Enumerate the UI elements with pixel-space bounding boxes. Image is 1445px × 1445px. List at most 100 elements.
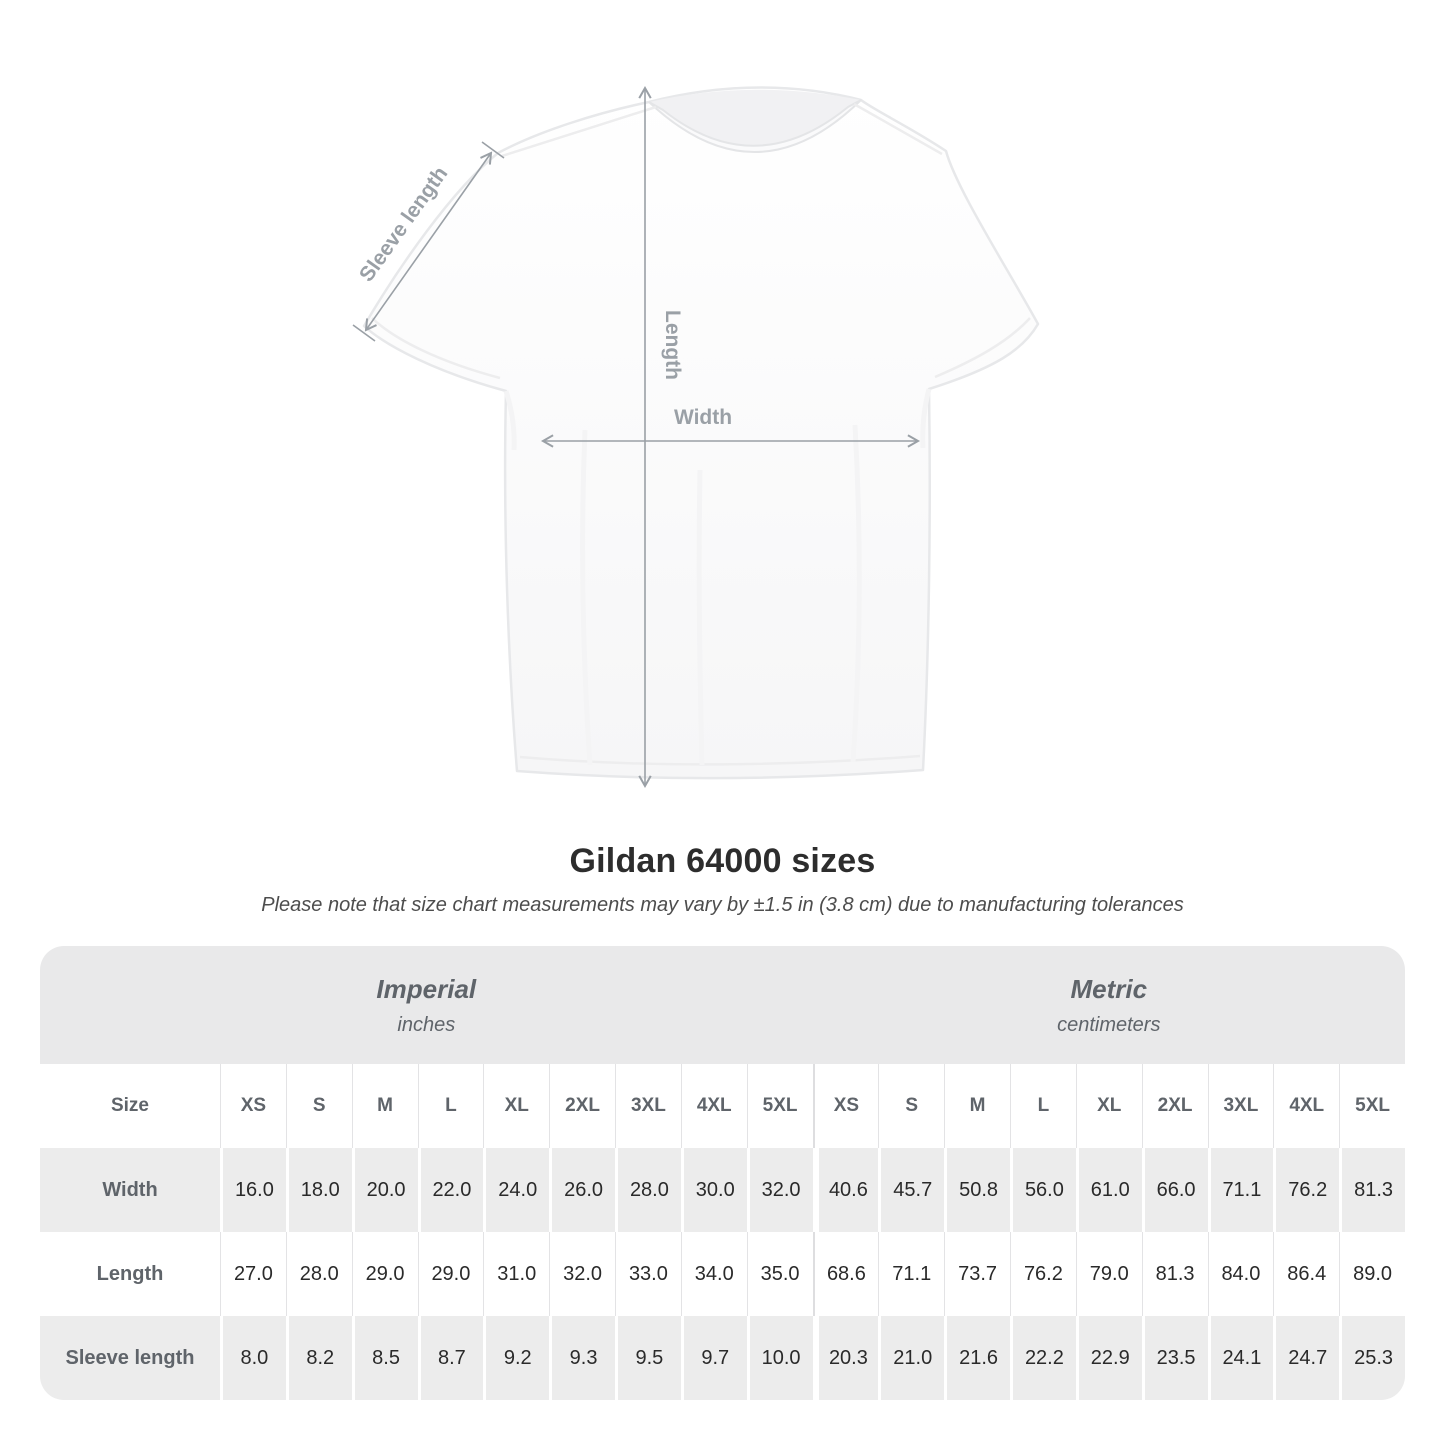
value-cell: 29.0 [351, 1232, 418, 1316]
size-col-header: 2XL [549, 1064, 615, 1148]
value-cell: 66.0 [1141, 1148, 1208, 1232]
value-cell: 35.0 [746, 1232, 813, 1316]
size-table: Imperial inches Metric centimeters Size X… [40, 946, 1405, 1400]
value-cell: 33.0 [615, 1232, 681, 1316]
sleeve-length-arrow [364, 151, 493, 332]
sleeve-arrow-tick-bottom [352, 324, 376, 342]
value-cell: 81.3 [1141, 1232, 1208, 1316]
value-cell: 73.7 [944, 1232, 1010, 1316]
value-cell: 10.0 [746, 1316, 813, 1400]
imperial-unit-label: inches [397, 1013, 456, 1036]
size-col-header: XL [1075, 1064, 1142, 1148]
value-cell: 31.0 [483, 1232, 549, 1316]
value-cell: 20.0 [351, 1148, 418, 1232]
value-cell: 9.2 [483, 1316, 549, 1400]
value-cell: 50.8 [944, 1148, 1010, 1232]
page-title: Gildan 64000 sizes [569, 842, 876, 880]
length-label: Length [661, 310, 684, 380]
table-row: Width 16.0 18.0 20.0 22.0 24.0 26.0 28.0 30.0 32.… [40, 1148, 1405, 1232]
value-cell: 89.0 [1339, 1232, 1405, 1316]
size-col-header: 3XL [615, 1064, 681, 1148]
table-row: Length 27.0 28.0 29.0 29.0 31.0 32.0 33.0 34.0 35… [40, 1232, 1405, 1316]
size-col-header: S [285, 1064, 352, 1148]
size-header-row: Size XS S M L XL 2XL 3XL 4XL 5XL XS S M L XL 2XL 3XL 4XL 5… [40, 1064, 1405, 1148]
value-cell: 28.0 [285, 1232, 352, 1316]
value-cell: 68.6 [812, 1232, 879, 1316]
value-cell: 76.2 [1273, 1148, 1339, 1232]
value-cell: 8.5 [351, 1316, 418, 1400]
value-cell: 29.0 [417, 1232, 484, 1316]
value-cell: 28.0 [615, 1148, 681, 1232]
table-row: Sleeve length 8.0 8.2 8.5 8.7 9.2 9.3 9.5 9.7 10.… [40, 1316, 1405, 1400]
value-cell: 16.0 [220, 1148, 286, 1232]
size-col-header: M [944, 1064, 1010, 1148]
size-col-header: 5XL [1339, 1064, 1405, 1148]
tshirt-image: Sleeve length Length Width [352, 85, 1040, 789]
value-cell: 24.0 [483, 1148, 549, 1232]
tshirt-diagram: Sleeve length Length Width [352, 85, 1040, 789]
size-col-header: 3XL [1207, 1064, 1274, 1148]
size-col-header: L [1010, 1064, 1076, 1148]
value-cell: 9.5 [615, 1316, 681, 1400]
imperial-group-header: Imperial inches [40, 946, 813, 1064]
metric-label: Metric [1070, 973, 1148, 1004]
value-cell: 23.5 [1141, 1316, 1208, 1400]
value-cell: 24.7 [1273, 1316, 1339, 1400]
value-cell: 40.6 [812, 1148, 879, 1232]
width-label: Width [674, 406, 732, 429]
size-col-header: 4XL [680, 1064, 747, 1148]
row-label: Width [102, 1178, 158, 1201]
value-cell: 22.2 [1010, 1316, 1076, 1400]
value-cell: 25.3 [1339, 1316, 1405, 1400]
value-cell: 27.0 [220, 1232, 286, 1316]
size-col-header: 5XL [746, 1064, 813, 1148]
size-col-header: S [878, 1064, 944, 1148]
value-cell: 34.0 [680, 1232, 747, 1316]
size-header-label: Size [110, 1095, 150, 1116]
tshirt-silhouette [362, 86, 1040, 780]
row-label: Sleeve length [65, 1346, 195, 1369]
size-col-header: XL [483, 1064, 549, 1148]
unit-group-band: Imperial inches Metric centimeters [40, 946, 1405, 1064]
value-cell: 8.7 [417, 1316, 484, 1400]
sleeve-arrow-tick-top [481, 141, 505, 159]
value-cell: 84.0 [1207, 1232, 1274, 1316]
value-cell: 76.2 [1010, 1232, 1076, 1316]
value-cell: 61.0 [1075, 1148, 1142, 1232]
size-col-header: 2XL [1141, 1064, 1208, 1148]
size-col-header: 4XL [1273, 1064, 1339, 1148]
value-cell: 81.3 [1339, 1148, 1405, 1232]
value-cell: 26.0 [549, 1148, 615, 1232]
size-col-header: XS [220, 1064, 286, 1148]
value-cell: 18.0 [285, 1148, 352, 1232]
value-cell: 86.4 [1273, 1232, 1339, 1316]
value-cell: 32.0 [549, 1232, 615, 1316]
tolerance-note: Please note that size chart measurements… [261, 894, 1184, 916]
row-label: Length [96, 1262, 164, 1285]
value-cell: 30.0 [680, 1148, 747, 1232]
value-cell: 21.6 [944, 1316, 1010, 1400]
value-cell: 8.2 [285, 1316, 352, 1400]
metric-group-header: Metric centimeters [813, 946, 1405, 1064]
value-cell: 45.7 [878, 1148, 944, 1232]
size-table-body: Size XS S M L XL 2XL 3XL 4XL 5XL XS S M L XL 2XL 3XL 4XL 5… [40, 1064, 1405, 1400]
size-col-header: L [417, 1064, 484, 1148]
value-cell: 79.0 [1075, 1232, 1142, 1316]
value-cell: 8.0 [220, 1316, 286, 1400]
value-cell: 32.0 [746, 1148, 813, 1232]
size-col-header: XS [812, 1064, 879, 1148]
value-cell: 9.3 [549, 1316, 615, 1400]
value-cell: 22.9 [1075, 1316, 1142, 1400]
value-cell: 9.7 [680, 1316, 747, 1400]
value-cell: 21.0 [878, 1316, 944, 1400]
metric-unit-label: centimeters [1057, 1013, 1161, 1036]
value-cell: 56.0 [1010, 1148, 1076, 1232]
value-cell: 22.0 [417, 1148, 484, 1232]
value-cell: 71.1 [1207, 1148, 1274, 1232]
value-cell: 24.1 [1207, 1316, 1274, 1400]
value-cell: 71.1 [878, 1232, 944, 1316]
size-col-header: M [351, 1064, 418, 1148]
imperial-label: Imperial [376, 973, 477, 1004]
value-cell: 20.3 [812, 1316, 879, 1400]
